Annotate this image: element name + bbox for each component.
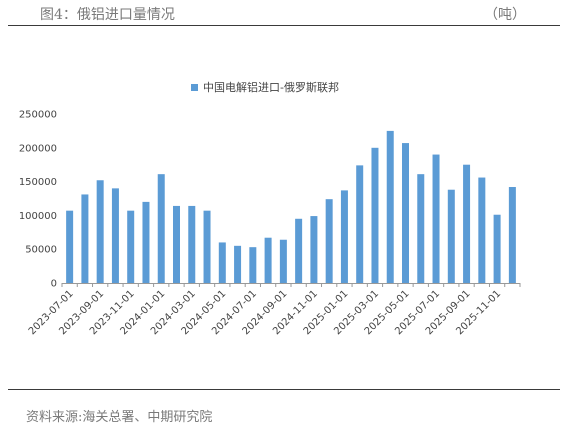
bar-series xyxy=(66,130,516,283)
y-tick-label: 200000 xyxy=(19,143,57,154)
y-tick-label: 150000 xyxy=(19,177,57,188)
bar-2025-10-01 xyxy=(478,177,486,283)
source-note: 资料来源:海关总署、中期研究院 xyxy=(26,410,213,425)
y-axis: 0 50000 100000 150000 200000 250000 xyxy=(19,110,57,290)
unit-label: （吨） xyxy=(484,7,526,23)
y-tick-label: 50000 xyxy=(25,245,57,256)
bar-2024-05-01 xyxy=(218,242,226,283)
bar-2025-09-01 xyxy=(463,164,471,283)
bar-2023-09-01 xyxy=(96,180,104,283)
figure-title: 图4：俄铝进口量情况 xyxy=(40,7,175,23)
y-tick-label: 250000 xyxy=(19,110,57,121)
bar-2025-12-01 xyxy=(508,187,516,283)
bar-2024-06-01 xyxy=(234,245,242,283)
legend-swatch xyxy=(191,84,198,91)
bar-2025-05-01 xyxy=(402,143,409,283)
legend-label: 中国电解铝进口-俄罗斯联邦 xyxy=(203,80,339,94)
bar-2023-12-01 xyxy=(142,201,150,283)
bar-2023-11-01 xyxy=(127,210,135,283)
bar-2025-01-01 xyxy=(340,190,348,283)
bar-2024-08-01 xyxy=(264,237,272,283)
bar-2025-04-01 xyxy=(386,130,394,283)
bottom-divider xyxy=(8,389,560,390)
bar-2025-06-01 xyxy=(417,174,425,283)
bar-2024-02-01 xyxy=(173,205,180,283)
y-tick-label: 100000 xyxy=(19,211,57,222)
bar-2023-07-01 xyxy=(66,210,74,283)
bar-2023-10-01 xyxy=(111,188,119,283)
bar-2025-08-01 xyxy=(447,189,455,283)
figure-header: 图4：俄铝进口量情况 （吨） xyxy=(0,0,566,26)
bar-2024-04-01 xyxy=(203,210,211,283)
bar-2023-08-01 xyxy=(81,194,89,283)
top-divider xyxy=(8,25,560,26)
bar-2024-07-01 xyxy=(249,247,257,283)
bar-2024-11-01 xyxy=(310,216,318,283)
y-tick-label: 0 xyxy=(51,279,57,290)
bar-2025-02-01 xyxy=(356,165,364,283)
bar-2025-03-01 xyxy=(371,147,379,283)
bar-2024-03-01 xyxy=(188,205,196,283)
bar-2025-11-01 xyxy=(493,214,501,283)
bar-2024-10-01 xyxy=(295,218,303,283)
bar-2024-12-01 xyxy=(325,199,333,283)
bar-2024-09-01 xyxy=(279,239,287,283)
x-axis: 2023-07-012023-09-012023-11-012024-01-01… xyxy=(27,283,521,337)
bar-2024-01-01 xyxy=(157,174,165,283)
chart-legend: 中国电解铝进口-俄罗斯联邦 xyxy=(191,80,339,94)
bar-2025-07-01 xyxy=(432,154,440,283)
